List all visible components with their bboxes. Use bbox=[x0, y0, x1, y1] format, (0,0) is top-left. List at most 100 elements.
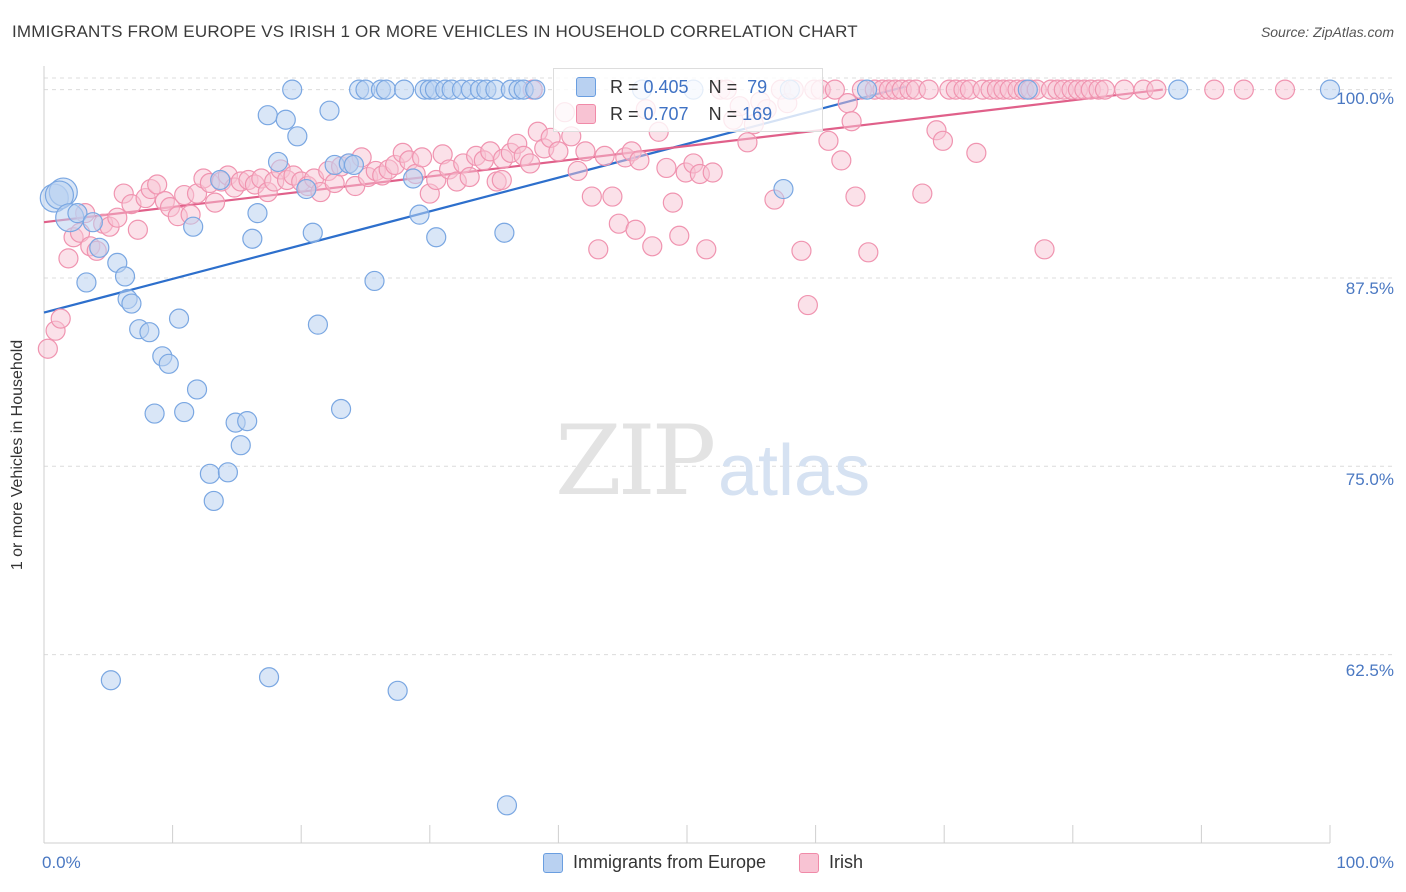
irish-point bbox=[147, 174, 168, 195]
legend-label-irish: Irish bbox=[829, 852, 864, 872]
legend-item-europe[interactable]: Immigrants from Europe bbox=[542, 852, 766, 873]
y-tick-label: 87.5% bbox=[1345, 279, 1394, 298]
irish-point bbox=[918, 79, 939, 100]
europe-point bbox=[494, 222, 515, 243]
irish-point bbox=[107, 207, 128, 228]
irish-point bbox=[662, 192, 683, 213]
europe-point bbox=[402, 168, 424, 189]
irish-point bbox=[625, 219, 646, 240]
europe-point bbox=[275, 109, 296, 130]
irish-point bbox=[837, 93, 858, 114]
irish-point bbox=[520, 153, 541, 174]
irish-point bbox=[127, 219, 148, 240]
europe-point bbox=[409, 204, 430, 225]
europe-point bbox=[426, 227, 447, 248]
n-value-irish: 169 bbox=[742, 103, 773, 124]
europe-point bbox=[174, 401, 195, 423]
irish-point bbox=[797, 294, 818, 316]
irish-point bbox=[824, 79, 845, 100]
europe-point bbox=[343, 154, 365, 176]
europe-point bbox=[121, 293, 142, 314]
legend: Immigrants from Europe Irish bbox=[0, 852, 1406, 878]
r-value-europe: 0.405 bbox=[643, 76, 689, 97]
r-value-irish: 0.707 bbox=[643, 103, 689, 124]
europe-point bbox=[287, 126, 308, 147]
europe-point bbox=[199, 463, 220, 484]
irish-point bbox=[204, 192, 226, 213]
europe-point bbox=[67, 203, 88, 224]
europe-swatch bbox=[576, 77, 596, 97]
irish-point bbox=[966, 142, 987, 163]
irish-point bbox=[669, 225, 690, 246]
irish-point bbox=[602, 186, 623, 207]
irish-point bbox=[594, 145, 615, 166]
europe-point bbox=[375, 79, 397, 100]
irish-point bbox=[841, 111, 862, 132]
europe-point bbox=[302, 222, 323, 243]
europe-point bbox=[230, 435, 251, 456]
legend-item-irish[interactable]: Irish bbox=[799, 852, 863, 873]
y-tick-label: 62.5% bbox=[1345, 661, 1394, 680]
europe-point bbox=[525, 79, 546, 100]
watermark-atlas: atlas bbox=[718, 431, 871, 511]
europe-point bbox=[258, 667, 280, 688]
irish-point bbox=[459, 166, 480, 188]
europe-point bbox=[168, 308, 190, 329]
irish-point bbox=[575, 141, 596, 162]
grid-lines bbox=[44, 77, 1395, 656]
n-label: N = bbox=[708, 103, 743, 124]
y-axis-label: 1 or more Vehicles in Household bbox=[9, 339, 26, 571]
irish-point bbox=[37, 338, 58, 359]
europe-point bbox=[89, 237, 110, 258]
europe-point bbox=[203, 490, 224, 512]
irish-point bbox=[1274, 79, 1296, 100]
irish-point bbox=[567, 160, 588, 182]
irish-point bbox=[656, 157, 677, 179]
irish-point bbox=[50, 308, 71, 329]
europe-point bbox=[319, 100, 340, 121]
irish-point bbox=[1094, 79, 1116, 100]
irish-point bbox=[1034, 239, 1055, 260]
europe-point bbox=[330, 398, 352, 420]
irish-point bbox=[1204, 79, 1225, 100]
legend-swatch-irish bbox=[799, 852, 820, 873]
irish-point bbox=[696, 239, 717, 260]
x-tick-label: 0.0% bbox=[42, 853, 81, 872]
europe-point bbox=[393, 79, 415, 100]
irish-point bbox=[491, 169, 512, 191]
irish-point bbox=[548, 141, 569, 162]
irish-point bbox=[791, 240, 812, 261]
europe-point bbox=[217, 462, 238, 483]
x-tick-label: 100.0% bbox=[1336, 853, 1394, 872]
europe-point bbox=[1319, 79, 1341, 100]
n-label: N = bbox=[708, 76, 743, 97]
irish-point bbox=[581, 186, 602, 207]
europe-point bbox=[387, 680, 408, 701]
irish-point bbox=[702, 162, 723, 183]
europe-point bbox=[247, 203, 268, 224]
r-label: R = bbox=[610, 76, 644, 97]
y-tick-label: 100.0% bbox=[1336, 89, 1394, 108]
europe-point bbox=[237, 410, 258, 432]
europe-point bbox=[296, 178, 317, 200]
europe-points bbox=[39, 79, 1341, 816]
stats-box: R = 0.405 N = 79 R = 0.707 N = 169 bbox=[553, 68, 823, 132]
europe-point bbox=[100, 670, 121, 691]
europe-point bbox=[82, 212, 103, 233]
legend-swatch-europe bbox=[542, 852, 563, 873]
europe-point bbox=[364, 270, 385, 292]
irish-point bbox=[831, 150, 852, 171]
irish-point bbox=[818, 130, 839, 151]
irish-point bbox=[932, 130, 954, 151]
europe-point bbox=[307, 314, 329, 335]
europe-point bbox=[856, 79, 878, 100]
europe-point bbox=[496, 795, 518, 816]
irish-point bbox=[1146, 79, 1167, 100]
irish-point bbox=[588, 239, 609, 260]
europe-point bbox=[210, 169, 231, 191]
irish-point bbox=[737, 132, 758, 153]
europe-point bbox=[144, 403, 165, 424]
europe-point bbox=[1168, 79, 1189, 100]
irish-point bbox=[858, 242, 879, 263]
